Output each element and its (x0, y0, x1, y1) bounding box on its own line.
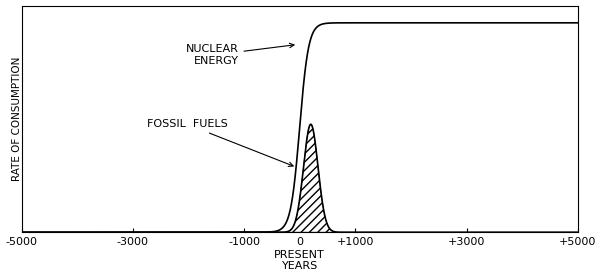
Text: FOSSIL  FUELS: FOSSIL FUELS (147, 119, 293, 166)
X-axis label: PRESENT
YEARS: PRESENT YEARS (275, 250, 325, 271)
Text: NUCLEAR
ENERGY: NUCLEAR ENERGY (185, 43, 294, 66)
Y-axis label: RATE OF CONSUMPTION: RATE OF CONSUMPTION (13, 57, 22, 181)
